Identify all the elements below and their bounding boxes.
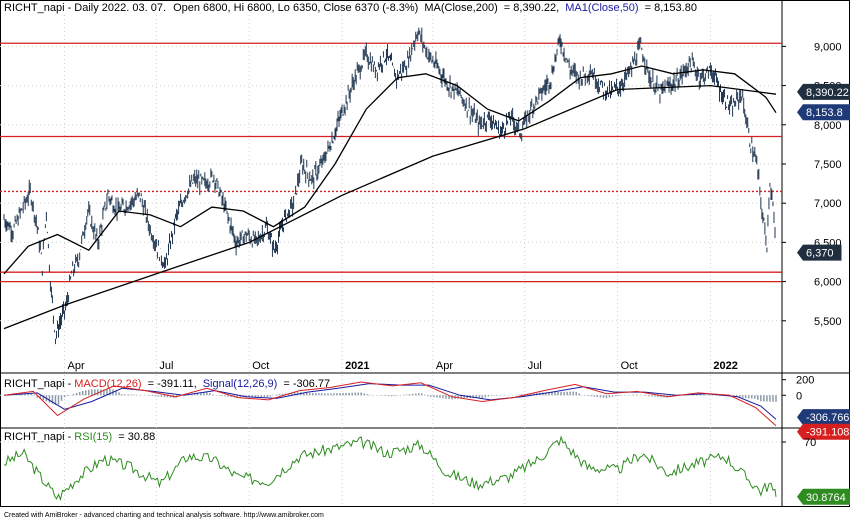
rsi-title: RICHT_napi - RSI(15) = 30.88	[4, 431, 155, 443]
macd-tick-label: 0	[796, 390, 802, 402]
price-title-ticker: RICHT_napi - Daily 2022. 03. 07.	[4, 2, 166, 14]
price-title-ma200-label: MA(Close,200)	[424, 2, 497, 14]
macd-tick-label: 200	[796, 375, 814, 387]
macd-value-tag-bg	[797, 409, 850, 426]
price-value-tag: 8,390.22	[797, 83, 850, 100]
rsi-value-tag-bg	[797, 488, 850, 505]
signal-title-value: = -306.77	[283, 378, 330, 390]
price-title-ma200-value: = 8,390.22,	[504, 2, 559, 14]
signal-line	[3, 383, 777, 420]
rsi-line	[3, 435, 777, 502]
price-value-tag-text: 8,390.22	[806, 87, 849, 99]
macd-value-tag-bg	[797, 423, 850, 440]
rsi-tick-label: 70	[804, 437, 816, 449]
ma50-line	[3, 65, 777, 275]
date-tick-label: Oct	[252, 360, 269, 372]
macd-title-label: MACD(12,26)	[74, 378, 141, 390]
price-value-tag-text: 8,153.8	[806, 107, 843, 119]
macd-title: RICHT_napi - MACD(12,26) = -391.11, Sign…	[4, 378, 330, 390]
price-tick-label: 5,500	[814, 316, 842, 328]
price-title-ma50-label: MA1(Close,50)	[565, 2, 638, 14]
price-tick-label: 6,000	[814, 277, 842, 289]
date-tick-label: Jul	[528, 360, 542, 372]
price-value-tag-bg	[797, 83, 850, 100]
macd-title-value: = -391.11,	[148, 378, 197, 390]
rsi-title-label: RSI(15)	[74, 431, 112, 443]
price-title-ohlc: Open 6800, Hi 6800, Lo 6350, Close 6370 …	[173, 2, 418, 14]
price-tick-label: 7,500	[814, 159, 842, 171]
price-title: RICHT_napi - Daily 2022. 03. 07. Open 68…	[4, 2, 697, 14]
date-tick-label: Apr	[436, 360, 453, 372]
macd-value-tag: -306.766	[797, 409, 850, 426]
signal-title-label: Signal(12,26,9)	[203, 378, 278, 390]
price-tick-label: 9,000	[814, 41, 842, 53]
price-value-tag-text: 6,370	[806, 248, 834, 260]
macd-value-tag-text: -391.108	[806, 427, 849, 439]
price-title-ma50-value: = 8,153.80	[645, 2, 697, 14]
date-tick-label: 2021	[345, 360, 369, 372]
price-tick-label: 8,000	[814, 120, 842, 132]
macd-value-tag-text: -306.766	[806, 412, 849, 424]
rsi-value-tag-text: 30.8764	[806, 492, 846, 504]
price-value-tag-bg	[797, 244, 842, 261]
ma200-line	[3, 84, 777, 330]
plot-layer: 5,5006,0006,5007,0007,5008,0008,5009,000…	[0, 0, 850, 507]
date-tick-label: Jul	[159, 360, 173, 372]
macd-value-tag: -391.108	[797, 423, 850, 440]
price-value-tag-bg	[797, 104, 850, 121]
date-tick-label: Oct	[621, 360, 638, 372]
price-value-tag: 8,153.8	[797, 104, 850, 121]
footer-credit: Created with AmiBroker - advanced charti…	[4, 512, 324, 519]
rsi-title-prefix: RICHT_napi -	[4, 431, 74, 443]
date-tick-label: 2022	[713, 360, 737, 372]
price-tick-label: 7,000	[814, 198, 842, 210]
macd-title-prefix: RICHT_napi -	[4, 378, 74, 390]
macd-line	[3, 381, 777, 427]
rsi-value-tag: 30.8764	[797, 488, 850, 505]
rsi-title-value: = 30.88	[118, 431, 155, 443]
price-value-tag: 6,370	[797, 244, 842, 261]
date-tick-label: Apr	[68, 360, 85, 372]
